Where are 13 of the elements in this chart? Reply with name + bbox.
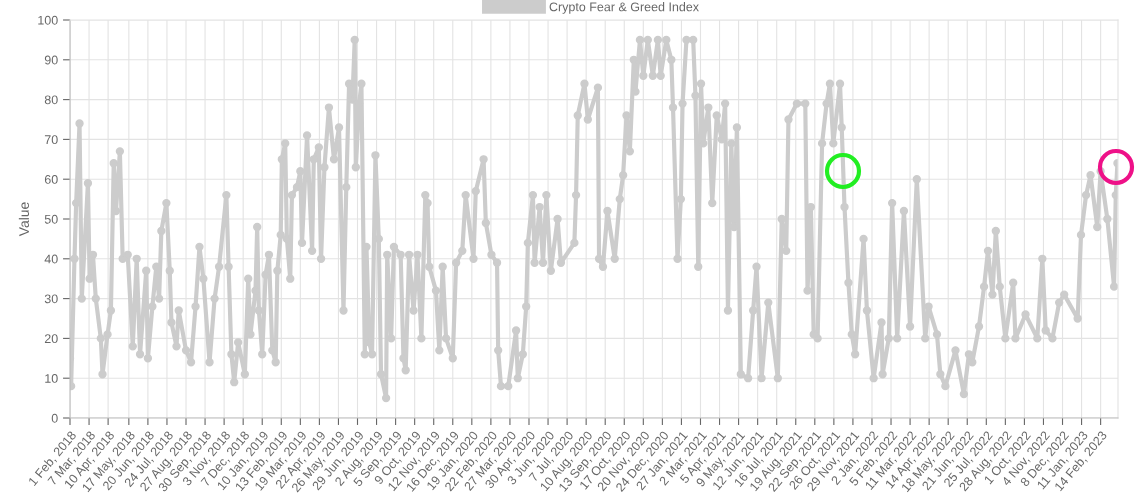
y-tick-label: 0 <box>51 413 58 423</box>
y-tick-label: 60 <box>44 175 58 184</box>
y-axis-title: Value <box>18 202 30 237</box>
y-tick-label: 40 <box>44 254 58 264</box>
legend-label: Crypto Fear & Greed Index <box>549 2 699 14</box>
y-tick-label: 30 <box>44 294 58 304</box>
y-tick-label: 90 <box>44 55 58 65</box>
y-tick-label: 10 <box>45 374 58 383</box>
y-tick-label: 100 <box>38 15 58 25</box>
y-tick-label: 80 <box>44 95 58 105</box>
y-tick-label: 20 <box>44 334 58 344</box>
y-tick-label: 70 <box>44 135 58 145</box>
y-tick-label: 50 <box>44 214 58 224</box>
